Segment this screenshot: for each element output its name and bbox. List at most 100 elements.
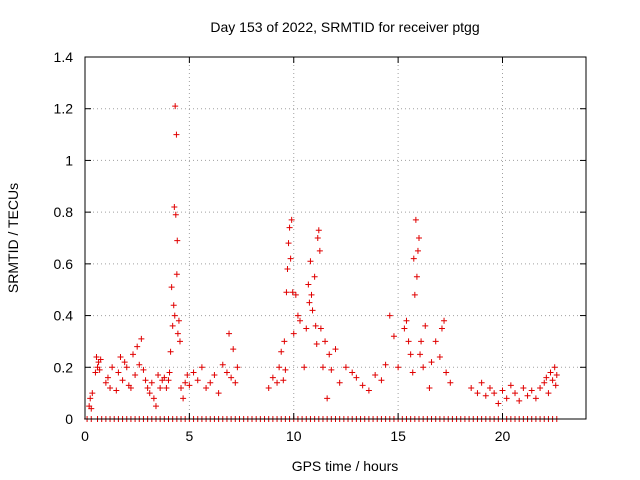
data-point xyxy=(121,359,128,366)
data-point xyxy=(543,374,550,381)
x-tick-label: 0 xyxy=(81,428,89,444)
data-point xyxy=(161,374,168,381)
data-point xyxy=(109,364,116,371)
data-point xyxy=(178,384,185,391)
data-point xyxy=(278,348,285,355)
data-point xyxy=(313,341,320,348)
data-point xyxy=(390,333,397,340)
data-point xyxy=(172,211,179,218)
data-point xyxy=(88,405,95,412)
data-point xyxy=(443,369,450,376)
data-point xyxy=(171,203,178,210)
data-point xyxy=(92,369,99,376)
data-point xyxy=(537,384,544,391)
data-point xyxy=(409,369,416,376)
data-point xyxy=(528,387,535,394)
data-point xyxy=(552,382,559,389)
data-point xyxy=(332,346,339,353)
data-point xyxy=(420,364,427,371)
data-point xyxy=(282,366,289,373)
data-point xyxy=(311,273,318,280)
data-point xyxy=(524,392,531,399)
data-point xyxy=(150,395,157,402)
data-point xyxy=(418,338,425,345)
data-point xyxy=(547,369,554,376)
data-point xyxy=(549,377,556,384)
data-point xyxy=(281,338,288,345)
data-point xyxy=(411,291,418,298)
data-point xyxy=(102,379,109,386)
data-point xyxy=(136,361,143,368)
data-point xyxy=(553,372,560,379)
data-point xyxy=(186,382,193,389)
chart-title: Day 153 of 2022, SRMTID for receiver ptg… xyxy=(210,19,479,35)
data-point xyxy=(359,382,366,389)
plot-frame xyxy=(84,56,587,420)
data-point xyxy=(491,390,498,397)
data-point xyxy=(378,377,385,384)
data-point xyxy=(403,317,410,324)
data-point xyxy=(301,364,308,371)
data-point xyxy=(328,366,335,373)
data-point xyxy=(170,302,177,309)
data-point xyxy=(432,338,439,345)
data-point xyxy=(97,356,104,363)
data-point xyxy=(172,103,179,110)
data-point xyxy=(551,364,558,371)
data-point xyxy=(395,364,402,371)
data-point xyxy=(211,372,218,379)
data-point xyxy=(495,400,502,407)
data-point xyxy=(426,384,433,391)
data-point xyxy=(405,338,412,345)
data-point xyxy=(306,299,313,306)
data-point xyxy=(230,346,237,353)
y-axis-label: SRMTID / TECUs xyxy=(5,183,21,293)
data-point xyxy=(215,390,222,397)
data-point xyxy=(119,377,126,384)
data-point xyxy=(180,395,187,402)
data-point xyxy=(148,379,155,386)
data-point xyxy=(146,390,153,397)
data-point xyxy=(541,379,548,386)
data-point xyxy=(207,379,214,386)
data-point xyxy=(308,291,315,298)
data-point xyxy=(520,384,527,391)
x-tick-label: 10 xyxy=(286,428,302,444)
data-point xyxy=(322,338,329,345)
data-point xyxy=(482,392,489,399)
data-point xyxy=(290,330,297,337)
data-point xyxy=(117,353,124,360)
data-point xyxy=(173,131,180,138)
data-point xyxy=(474,390,481,397)
axes-ticks: 0 0.2 0.4 0.6 0.8 1 1.2 1.4 0 5 10 15 20 xyxy=(54,49,586,444)
data-point xyxy=(142,377,149,384)
data-point xyxy=(319,364,326,371)
data-point xyxy=(93,353,100,360)
data-point xyxy=(305,281,312,288)
data-point xyxy=(428,359,435,366)
data-point xyxy=(486,384,493,391)
data-point xyxy=(269,374,276,381)
data-point xyxy=(168,284,175,291)
data-point xyxy=(167,348,174,355)
data-point xyxy=(294,312,301,319)
data-point xyxy=(194,377,201,384)
data-point xyxy=(96,366,103,373)
data-point xyxy=(312,322,319,329)
data-point xyxy=(316,247,323,254)
data-point xyxy=(280,377,287,384)
data-point xyxy=(417,351,424,358)
data-point xyxy=(174,237,181,244)
data-point xyxy=(286,224,293,231)
data-point xyxy=(223,369,230,376)
data-point xyxy=(307,258,314,265)
data-point xyxy=(182,379,189,386)
data-point xyxy=(386,312,393,319)
data-point xyxy=(127,384,134,391)
data-point xyxy=(132,372,139,379)
data-point xyxy=(365,387,372,394)
data-point xyxy=(287,255,294,262)
data-point xyxy=(289,289,296,296)
data-point xyxy=(324,395,331,402)
